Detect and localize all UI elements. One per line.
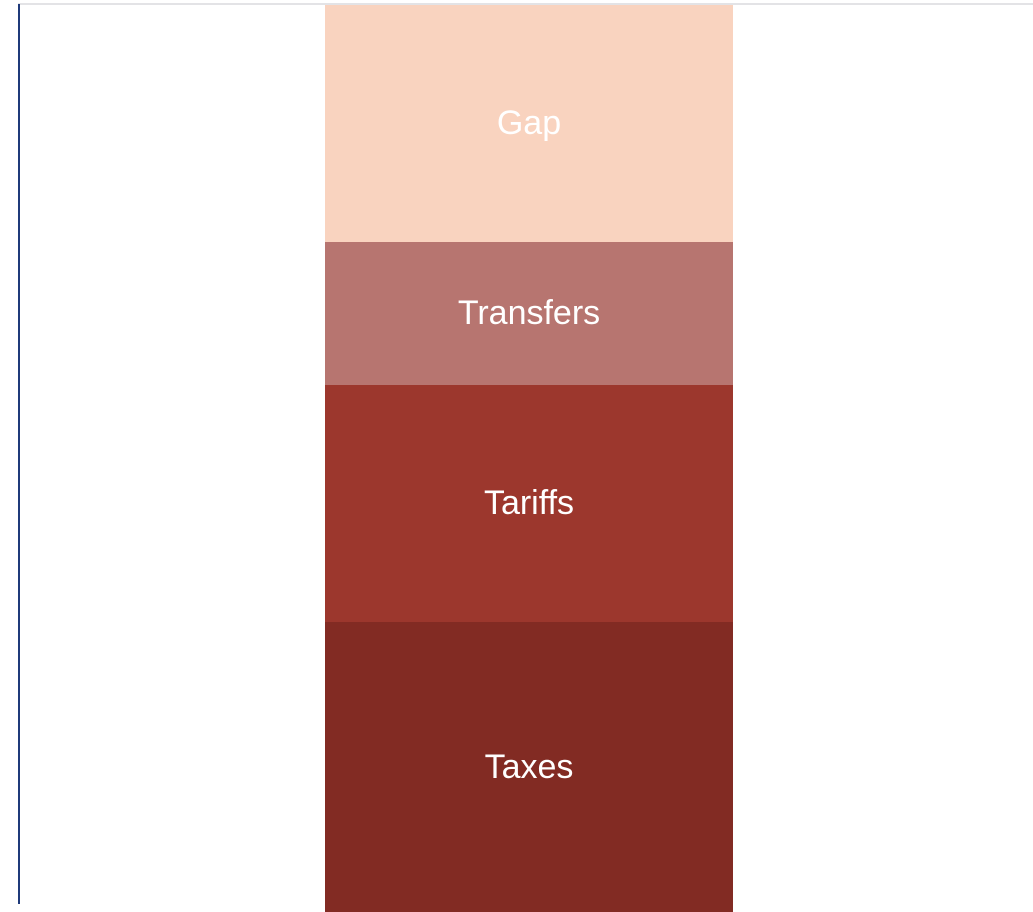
segment: Tariffs xyxy=(325,385,733,622)
segment: Gap xyxy=(325,5,733,242)
top-border xyxy=(18,3,1033,5)
segment: Transfers xyxy=(325,242,733,385)
left-border xyxy=(18,4,20,904)
stacked-bar: Gap Transfers Tariffs Taxes xyxy=(325,5,733,912)
segment: Taxes xyxy=(325,622,733,912)
